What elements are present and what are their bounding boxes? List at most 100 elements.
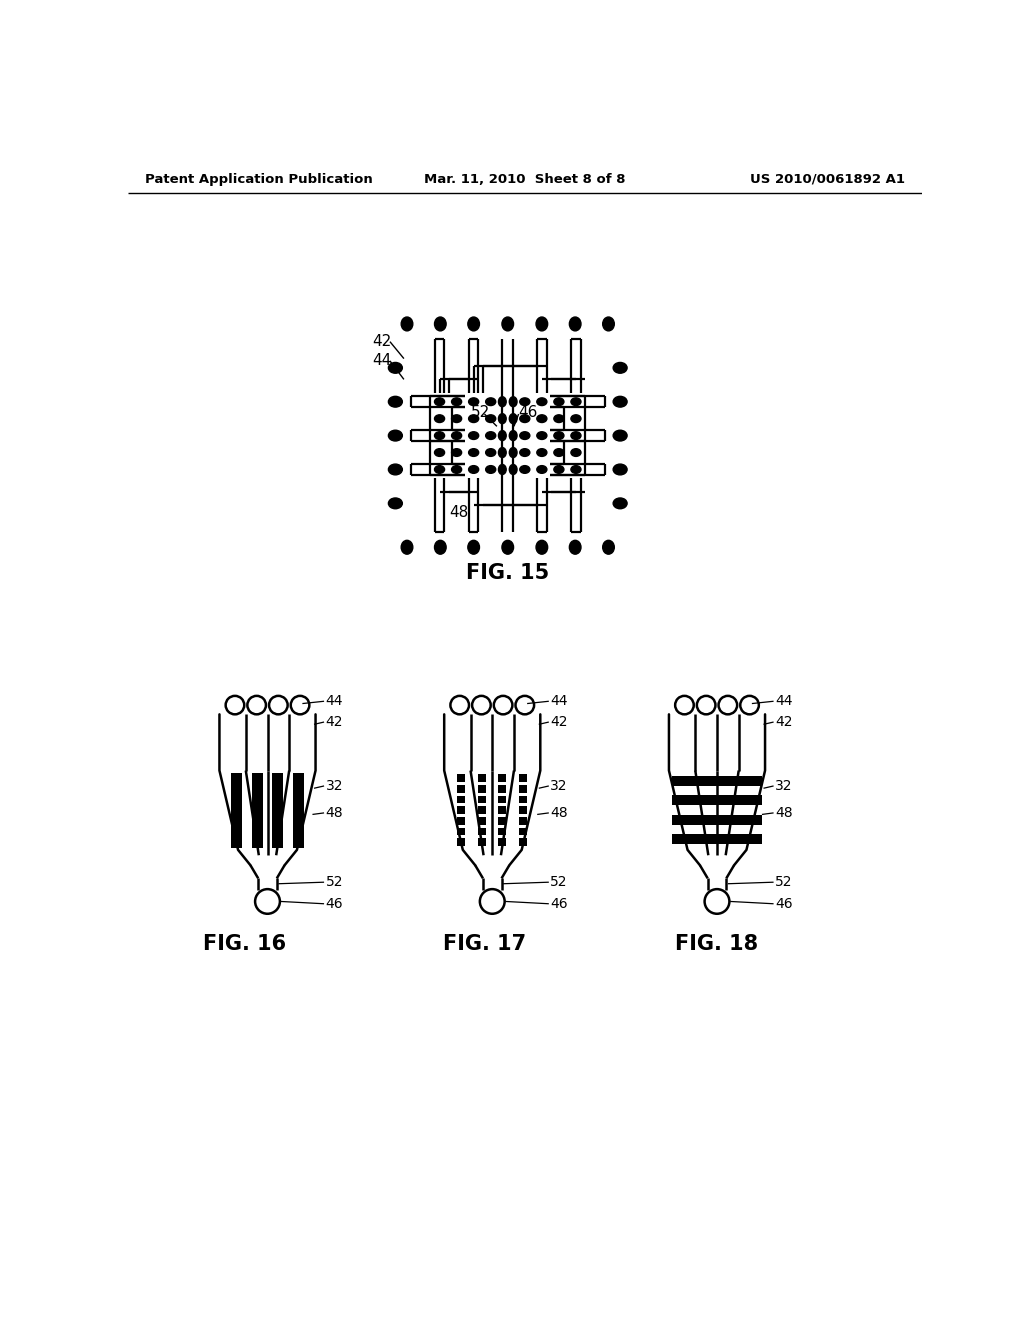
Bar	[519, 807, 527, 814]
Ellipse shape	[434, 540, 446, 554]
Text: US 2010/0061892 A1: US 2010/0061892 A1	[750, 173, 904, 186]
Bar	[672, 814, 762, 825]
Ellipse shape	[469, 432, 478, 440]
Text: Patent Application Publication: Patent Application Publication	[145, 173, 373, 186]
Ellipse shape	[388, 396, 402, 407]
Bar	[252, 774, 263, 847]
Ellipse shape	[502, 540, 514, 554]
Text: 48: 48	[326, 807, 343, 820]
Ellipse shape	[485, 432, 496, 440]
Ellipse shape	[469, 397, 478, 405]
Text: 52: 52	[471, 405, 489, 420]
Ellipse shape	[468, 317, 479, 331]
Ellipse shape	[537, 397, 547, 405]
Ellipse shape	[485, 414, 496, 422]
Bar	[499, 828, 506, 836]
Ellipse shape	[520, 449, 529, 457]
Ellipse shape	[401, 317, 413, 331]
Ellipse shape	[537, 414, 547, 422]
Text: 46: 46	[550, 896, 568, 911]
Ellipse shape	[434, 414, 444, 422]
Ellipse shape	[485, 449, 496, 457]
Ellipse shape	[613, 363, 627, 374]
Bar	[672, 776, 762, 785]
Ellipse shape	[452, 432, 462, 440]
Text: FIG. 16: FIG. 16	[203, 933, 286, 954]
Ellipse shape	[520, 397, 529, 405]
Ellipse shape	[613, 498, 627, 508]
Ellipse shape	[388, 498, 402, 508]
Ellipse shape	[509, 397, 517, 407]
Bar	[271, 774, 284, 847]
Text: 48: 48	[775, 807, 793, 820]
Text: 52: 52	[775, 875, 793, 890]
Ellipse shape	[499, 413, 506, 424]
Text: 46: 46	[518, 405, 538, 420]
Bar	[230, 774, 243, 847]
Ellipse shape	[499, 465, 506, 474]
Ellipse shape	[554, 397, 564, 405]
Bar	[458, 817, 465, 825]
Ellipse shape	[520, 466, 529, 474]
Ellipse shape	[509, 447, 517, 458]
Ellipse shape	[499, 397, 506, 407]
Bar	[478, 785, 486, 793]
Text: 46: 46	[775, 896, 793, 911]
Bar	[519, 838, 527, 846]
Text: 42: 42	[372, 334, 391, 350]
Ellipse shape	[537, 449, 547, 457]
Ellipse shape	[388, 363, 402, 374]
Ellipse shape	[499, 447, 506, 458]
Text: 48: 48	[450, 506, 469, 520]
Ellipse shape	[603, 540, 614, 554]
Bar	[478, 775, 486, 781]
Ellipse shape	[536, 540, 548, 554]
Ellipse shape	[388, 465, 402, 475]
Bar	[499, 807, 506, 814]
Ellipse shape	[520, 432, 529, 440]
Bar	[458, 775, 465, 781]
Ellipse shape	[554, 466, 564, 474]
Bar	[499, 785, 506, 793]
Bar	[519, 817, 527, 825]
Ellipse shape	[434, 317, 446, 331]
Ellipse shape	[499, 430, 506, 441]
Text: 42: 42	[775, 715, 793, 729]
Ellipse shape	[434, 466, 444, 474]
Ellipse shape	[434, 432, 444, 440]
Text: 48: 48	[550, 807, 568, 820]
Bar	[519, 785, 527, 793]
Ellipse shape	[434, 397, 444, 405]
Ellipse shape	[537, 466, 547, 474]
Bar	[499, 796, 506, 804]
Bar	[519, 828, 527, 836]
Ellipse shape	[571, 449, 581, 457]
Text: 42: 42	[550, 715, 568, 729]
Ellipse shape	[603, 317, 614, 331]
Bar	[478, 796, 486, 804]
Text: 44: 44	[775, 694, 793, 709]
Bar	[458, 828, 465, 836]
Ellipse shape	[401, 540, 413, 554]
Ellipse shape	[469, 466, 478, 474]
Bar	[499, 817, 506, 825]
Bar	[478, 817, 486, 825]
Text: 46: 46	[326, 896, 343, 911]
Ellipse shape	[537, 432, 547, 440]
Bar	[499, 838, 506, 846]
Ellipse shape	[571, 414, 581, 422]
Ellipse shape	[613, 396, 627, 407]
Ellipse shape	[485, 466, 496, 474]
Bar	[672, 796, 762, 805]
Ellipse shape	[388, 430, 402, 441]
Ellipse shape	[571, 466, 581, 474]
Ellipse shape	[569, 540, 581, 554]
Bar	[672, 834, 762, 845]
Text: 32: 32	[550, 779, 568, 793]
Ellipse shape	[452, 414, 462, 422]
Text: 52: 52	[550, 875, 568, 890]
Bar	[519, 775, 527, 781]
Text: 44: 44	[550, 694, 568, 709]
Bar	[458, 838, 465, 846]
Text: 44: 44	[372, 354, 391, 368]
